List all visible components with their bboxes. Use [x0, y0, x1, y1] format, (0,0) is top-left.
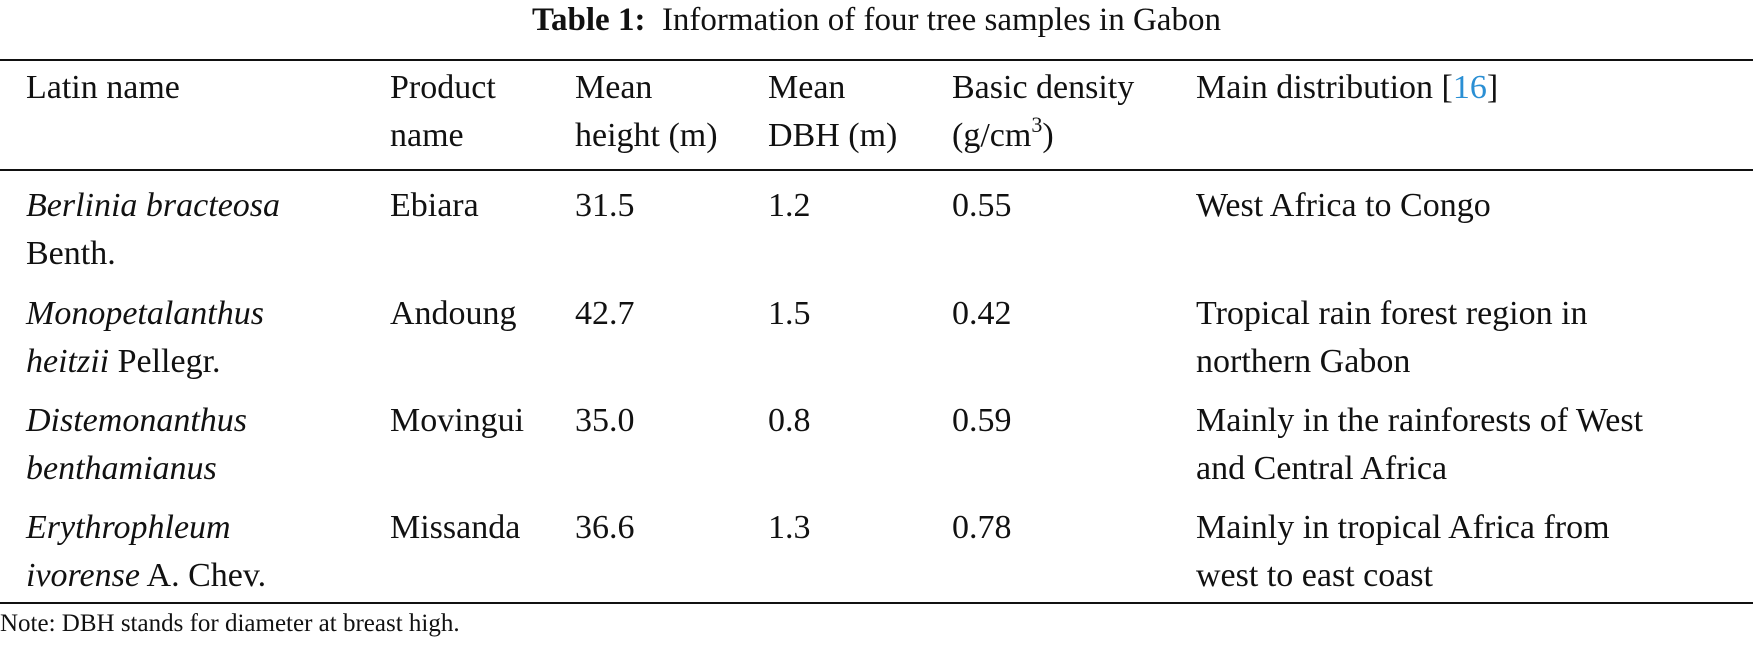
- table-row-distribution: West Africa to Congo: [1196, 187, 1491, 224]
- table-row-latin-name: Berlinia bracteosa Benth.: [26, 187, 281, 272]
- table-row-density: 0.42: [952, 295, 1012, 332]
- top-rule: [0, 59, 1753, 61]
- table-row-density: 0.55: [952, 187, 1012, 224]
- header-product-name: Product name: [390, 69, 496, 154]
- table-row-height: 31.5: [575, 187, 635, 224]
- table-row-density: 0.59: [952, 402, 1012, 439]
- table-row-product: Movingui: [390, 402, 525, 439]
- bottom-rule: [0, 602, 1753, 604]
- table-row-distribution: Tropical rain forest region in northern …: [1196, 295, 1588, 380]
- table-note: Note: DBH stands for diameter at breast …: [0, 610, 460, 637]
- table-row-height: 36.6: [575, 509, 635, 546]
- table-row-dbh: 1.3: [768, 509, 811, 546]
- citation-link[interactable]: 16: [1452, 69, 1487, 106]
- table-row-height: 35.0: [575, 402, 635, 439]
- header-main-distribution: Main distribution [16]: [1196, 69, 1499, 106]
- table-row-product: Andoung: [390, 295, 517, 332]
- table-row-distribution: Mainly in the rainforests of West and Ce…: [1196, 402, 1644, 487]
- table-row-product: Missanda: [390, 509, 521, 546]
- caption-text: Information of four tree samples in Gabo…: [661, 2, 1221, 38]
- header-rule: [0, 169, 1753, 171]
- table-row-latin-name: Erythrophleum ivorense A. Chev.: [26, 509, 267, 594]
- table-row-product: Ebiara: [390, 187, 479, 224]
- table-row-density: 0.78: [952, 509, 1012, 546]
- header-mean-height: Mean height (m): [575, 69, 718, 154]
- table-row-dbh: 1.5: [768, 295, 811, 332]
- table-row-dbh: 1.2: [768, 187, 811, 224]
- header-mean-dbh: Mean DBH (m): [768, 69, 898, 154]
- header-basic-density: Basic density (g/cm3): [952, 69, 1135, 154]
- header-latin-name: Latin name: [26, 69, 180, 106]
- table-row-latin-name: Distemonanthus benthamianus: [26, 402, 247, 487]
- caption-label: Table 1:: [532, 2, 646, 38]
- table-caption: Table 1: Information of four tree sample…: [0, 0, 1753, 40]
- table-row-latin-name: Monopetalanthus heitzii Pellegr.: [26, 295, 264, 380]
- table-row-dbh: 0.8: [768, 402, 811, 439]
- table-row-height: 42.7: [575, 295, 635, 332]
- table-row-distribution: Mainly in tropical Africa from west to e…: [1196, 509, 1610, 594]
